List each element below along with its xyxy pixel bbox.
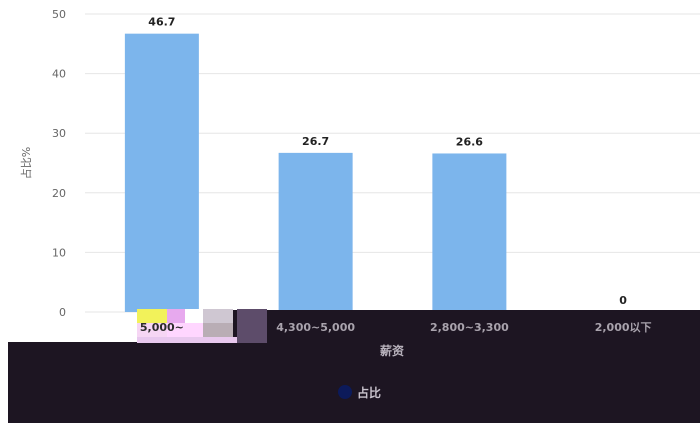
x-tick-label: 4,300~5,000 xyxy=(276,321,355,334)
legend-marker-icon xyxy=(338,385,352,399)
artifact-block xyxy=(167,309,185,323)
dark-overlay-band xyxy=(8,342,700,423)
bar[interactable] xyxy=(432,153,507,312)
data-label: 0 xyxy=(619,294,627,307)
y-tick-label: 20 xyxy=(52,187,66,200)
y-tick-label: 30 xyxy=(52,127,66,140)
bar[interactable] xyxy=(278,152,353,312)
y-tick-label: 0 xyxy=(59,306,66,319)
bars[interactable] xyxy=(124,33,507,312)
data-label: 26.7 xyxy=(302,135,329,148)
x-tick-label: 2,000以下 xyxy=(595,321,652,334)
bar[interactable] xyxy=(124,33,199,312)
x-axis-ticks: 5,000~ 4,300~5,000 2,800~3,300 2,000以下 xyxy=(140,321,652,334)
y-tick-label: 50 xyxy=(52,8,66,21)
data-label: 46.7 xyxy=(148,16,175,29)
artifact-block xyxy=(185,309,203,323)
image-artifact xyxy=(137,309,267,343)
data-label: 26.6 xyxy=(456,135,483,148)
legend-label: 占比 xyxy=(357,385,381,400)
legend[interactable]: 占比 xyxy=(338,385,381,400)
y-axis-ticks: 0 10 20 30 40 50 xyxy=(52,8,66,319)
y-tick-label: 10 xyxy=(52,246,66,259)
x-tick-label: 2,800~3,300 xyxy=(430,321,509,334)
y-axis-title: 占比% xyxy=(19,147,33,179)
artifact-block xyxy=(167,323,203,337)
data-labels: 46.7 26.7 26.6 0 xyxy=(148,16,627,307)
artifact-block xyxy=(137,309,167,323)
artifact-block xyxy=(203,309,233,323)
x-axis-title: 薪资 xyxy=(380,343,404,358)
artifact-block xyxy=(237,309,267,343)
artifact-block xyxy=(137,337,237,343)
y-tick-label: 40 xyxy=(52,68,66,81)
dark-overlay-strip xyxy=(233,310,700,344)
artifact-block xyxy=(137,323,167,337)
artifact-block xyxy=(203,323,233,337)
x-tick-label: 5,000~ xyxy=(140,321,184,334)
